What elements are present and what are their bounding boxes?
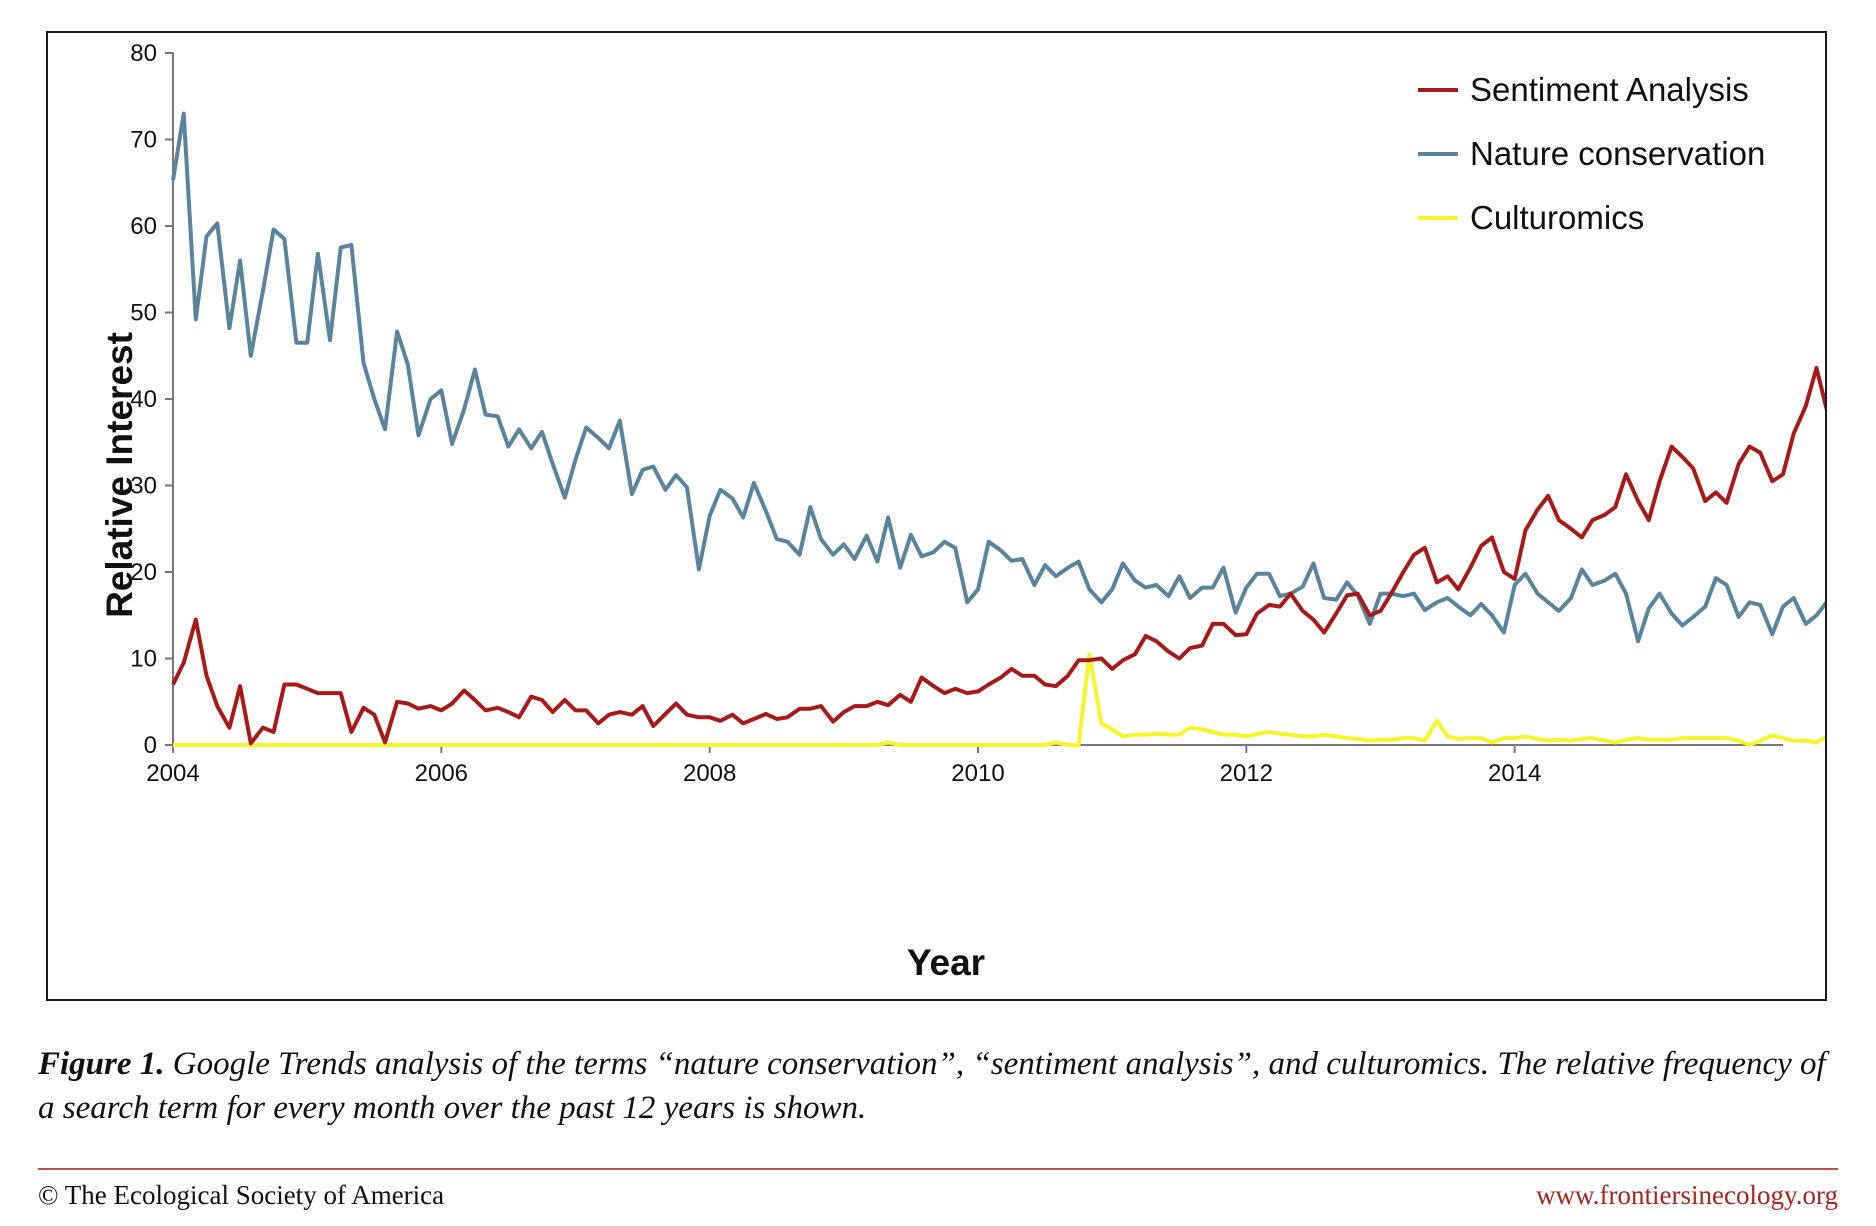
legend-label-nature-conservation: Nature conservation xyxy=(1470,135,1765,172)
x-tick-label: 2010 xyxy=(951,760,1004,787)
figure-caption: Figure 1. Google Trends analysis of the … xyxy=(38,1042,1838,1130)
series-line-nature-conservation xyxy=(171,111,1825,644)
x-axis-label: Year xyxy=(907,942,985,983)
y-tick-label: 50 xyxy=(130,300,157,327)
series-lines xyxy=(171,111,1825,747)
y-tick-label: 30 xyxy=(130,473,157,500)
chart-frame: 0 10 20 30 40 50 60 70 80 2004 2006 2008 2010 2012 201… xyxy=(46,31,1827,1001)
chart-svg: 0 10 20 30 40 50 60 70 80 2004 2006 2008 2010 2012 201… xyxy=(99,40,1825,983)
figure-label: Figure 1. xyxy=(38,1046,165,1082)
x-tick-label: 2014 xyxy=(1488,760,1541,787)
footer-url-link[interactable]: www.frontiersinecology.org xyxy=(1536,1180,1838,1210)
caption-text: Google Trends analysis of the terms “nat… xyxy=(38,1046,1826,1126)
y-tick-label: 40 xyxy=(130,386,157,413)
ticks: 0 10 20 30 40 50 60 70 80 2004 2006 2008 2010 2012 201… xyxy=(130,40,1541,787)
y-tick-label: 60 xyxy=(130,213,157,240)
legend: Sentiment Analysis Nature conservation Cul… xyxy=(1418,71,1765,236)
legend-label-culturomics: Culturomics xyxy=(1470,199,1644,236)
y-tick-label: 20 xyxy=(130,559,157,586)
series-line-culturomics xyxy=(173,652,1825,747)
y-tick-label: 0 xyxy=(144,732,157,759)
y-tick-label: 70 xyxy=(130,127,157,154)
legend-label-sentiment-analysis: Sentiment Analysis xyxy=(1470,71,1749,108)
series-line-sentiment-analysis xyxy=(171,365,1825,746)
footer-rule xyxy=(38,1168,1838,1170)
x-tick-label: 2008 xyxy=(683,760,736,787)
x-tick-label: 2004 xyxy=(146,760,199,787)
y-tick-label: 80 xyxy=(130,40,157,67)
footer-copyright: © The Ecological Society of America xyxy=(38,1180,445,1210)
x-tick-label: 2006 xyxy=(415,760,468,787)
y-axis-label: Relative Interest xyxy=(99,332,140,618)
y-tick-label: 10 xyxy=(130,646,157,673)
x-tick-label: 2012 xyxy=(1220,760,1273,787)
